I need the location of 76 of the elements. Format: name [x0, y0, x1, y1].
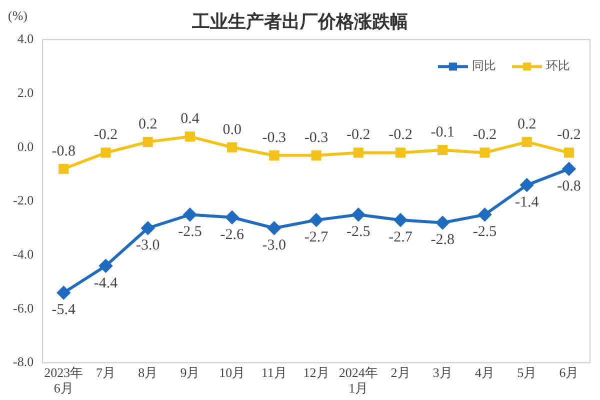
data-label: -2.5 — [178, 224, 202, 240]
data-label: -0.2 — [346, 127, 370, 144]
point — [58, 164, 69, 174]
y-tick-label: 2.0 — [17, 84, 34, 100]
x-tick-label: 6月 — [559, 365, 579, 380]
point — [564, 148, 574, 158]
data-label: 0.2 — [138, 116, 158, 132]
point — [141, 222, 154, 235]
point — [478, 208, 492, 222]
x-tick-label: 11月 — [261, 365, 287, 380]
x-tick-label: 12月 — [303, 365, 330, 380]
point — [226, 210, 239, 224]
data-label: -0.3 — [304, 130, 328, 146]
point — [562, 162, 576, 176]
point — [142, 136, 153, 147]
data-label: -2.5 — [472, 224, 497, 240]
point — [395, 148, 406, 158]
point — [100, 148, 111, 158]
y-tick-label: 4.0 — [17, 31, 34, 46]
data-label: 0.0 — [222, 122, 242, 138]
data-label: -2.7 — [304, 229, 329, 246]
data-label: -3.0 — [262, 238, 286, 254]
x-tick-label: 8月 — [138, 365, 158, 380]
data-label: -0.1 — [430, 124, 454, 140]
x-tick-label: 7月 — [96, 365, 116, 380]
data-label: -3.0 — [136, 238, 160, 254]
data-label: -0.8 — [557, 178, 581, 194]
point — [353, 148, 364, 158]
x-tick-label: 5月 — [517, 365, 537, 380]
x-tick-label: 3月 — [432, 365, 452, 380]
point — [438, 144, 448, 156]
point — [522, 136, 532, 147]
y-tick-label: 0.0 — [17, 138, 34, 154]
y-tick-label: -2.0 — [12, 192, 34, 208]
data-label: -0.2 — [557, 127, 581, 144]
data-label: -0.3 — [262, 130, 286, 146]
point — [436, 216, 450, 230]
point — [352, 208, 365, 222]
x-tick-label: 9月 — [180, 365, 200, 380]
data-label: -5.4 — [52, 302, 76, 318]
point — [311, 150, 322, 160]
point — [520, 178, 534, 192]
point — [57, 286, 70, 300]
x-tick-label: 10月 — [219, 365, 246, 380]
x-tick-label: 4月 — [474, 365, 494, 380]
legend-label: 环比 — [546, 58, 570, 73]
point — [310, 214, 323, 227]
y-tick-label: -4.0 — [12, 246, 34, 262]
data-label: -0.2 — [472, 127, 497, 144]
data-label: -2.5 — [346, 224, 370, 240]
point — [480, 148, 490, 158]
data-label: -2.8 — [430, 232, 454, 248]
x-tick-label: 2024年 1月 — [338, 365, 378, 396]
legend-label: 同比 — [472, 58, 496, 73]
data-label: -2.7 — [388, 229, 413, 246]
data-label: -2.6 — [220, 226, 244, 243]
point — [268, 222, 281, 235]
chart-title: 工业生产者出厂价格涨跌幅 — [191, 11, 408, 32]
point — [184, 132, 195, 142]
point — [99, 259, 112, 272]
point — [269, 150, 280, 160]
y-axis-title: (%) — [8, 8, 28, 24]
x-tick-label: 2月 — [390, 365, 410, 380]
data-label: 0.4 — [180, 110, 200, 127]
point — [227, 142, 238, 152]
data-label: 0.2 — [517, 116, 536, 132]
data-label: -0.2 — [388, 127, 412, 144]
point — [183, 208, 196, 222]
x-tick-label: 2023年 6月 — [44, 365, 84, 396]
point — [394, 214, 408, 227]
data-label: -0.8 — [52, 143, 76, 160]
y-tick-label: -6.0 — [12, 300, 34, 316]
data-label: -0.2 — [94, 127, 118, 144]
data-label: -4.4 — [94, 275, 118, 292]
data-label: -1.4 — [514, 194, 540, 210]
y-tick-label: -8.0 — [12, 354, 34, 370]
